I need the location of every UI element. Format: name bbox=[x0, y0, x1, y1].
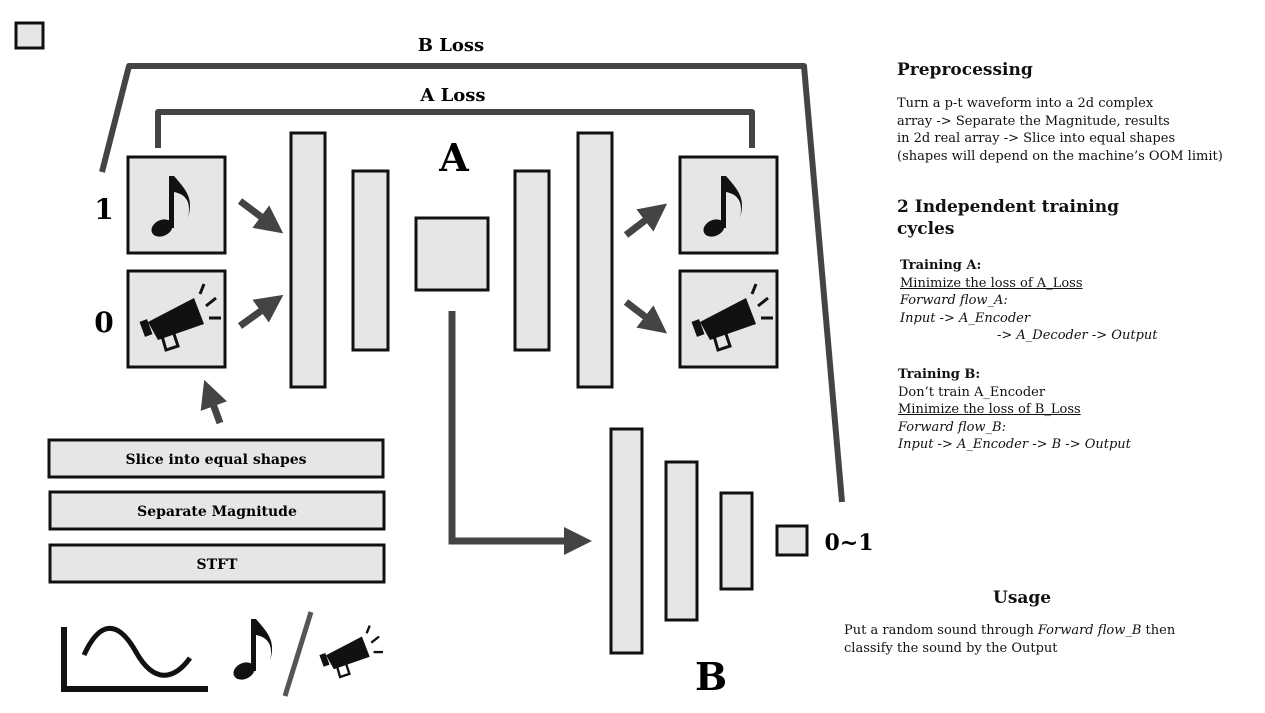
megaphone-icon bbox=[318, 624, 385, 679]
usage-line-1-post: then bbox=[1141, 623, 1176, 638]
b-loss-bracket bbox=[99, 63, 845, 503]
decoder-layer-2 bbox=[576, 131, 614, 389]
step-separate-label: Separate Magnitude bbox=[137, 504, 297, 520]
latent-box bbox=[414, 216, 490, 292]
preprocessing-heading: Preprocessing bbox=[897, 60, 1033, 80]
corner-box bbox=[14, 21, 45, 50]
step-stft-label: STFT bbox=[197, 557, 238, 573]
output-music-box bbox=[678, 155, 779, 255]
a-loss-label: A Loss bbox=[419, 85, 485, 106]
training-a-flow-line-2: -> A_Decoder -> Output bbox=[997, 328, 1158, 343]
music-note-icon bbox=[230, 619, 273, 683]
encoder-layer-1 bbox=[289, 131, 327, 389]
preprocessing-line-1: Turn a p-t waveform into a 2d complex bbox=[897, 96, 1154, 111]
usage-line-2: classify the sound by the Output bbox=[844, 640, 1058, 656]
arrow-steps-to-input bbox=[200, 379, 227, 425]
decoder-layer-1 bbox=[513, 169, 551, 352]
preprocessing-line-3: in 2d real array -> Slice into equal sha… bbox=[897, 131, 1176, 146]
training-b-block: Training B: Don’t train A_Encoder Minimi… bbox=[898, 366, 1258, 454]
divider-slash bbox=[282, 611, 314, 697]
arrow-music-to-encoder bbox=[237, 198, 284, 234]
usage-panel: Usage Put a random sound through Forward… bbox=[844, 588, 1244, 657]
training-panel: 2 Independent training cycles bbox=[897, 197, 1257, 239]
training-heading-line-2: cycles bbox=[897, 219, 955, 239]
output-range-label: 0~1 bbox=[824, 530, 873, 556]
step-slice-label: Slice into equal shapes bbox=[125, 452, 306, 468]
usage-heading: Usage bbox=[993, 588, 1052, 608]
b-loss-label: B Loss bbox=[418, 35, 484, 56]
preprocessing-line-4: (shapes will depend on the machine’s OOM… bbox=[897, 148, 1223, 164]
training-b-flow-line: Input -> A_Encoder -> B -> Output bbox=[898, 437, 1131, 452]
arrow-decoder-to-voice bbox=[623, 299, 668, 334]
usage-line-1-pre: Put a random sound through bbox=[844, 623, 1038, 638]
b-output-box bbox=[775, 524, 809, 557]
training-b-goal: Minimize the loss of B_Loss bbox=[898, 402, 1081, 417]
arrow-decoder-to-music bbox=[623, 203, 668, 238]
a-label: A bbox=[438, 135, 469, 180]
input-voice-box bbox=[126, 269, 227, 369]
step-stft: STFT bbox=[48, 543, 386, 584]
encoder-layer-2 bbox=[351, 169, 390, 352]
input-music-box bbox=[126, 155, 227, 255]
training-a-block: Training A: Minimize the loss of A_Loss … bbox=[900, 257, 1260, 345]
arrow-voice-to-encoder bbox=[237, 294, 284, 329]
training-b-note: Don’t train A_Encoder bbox=[898, 384, 1046, 400]
training-a-goal: Minimize the loss of A_Loss bbox=[900, 275, 1083, 291]
training-heading-line-1: 2 Independent training bbox=[897, 197, 1120, 217]
usage-line-1: Put a random sound through Forward flow_… bbox=[844, 622, 1244, 640]
step-slice: Slice into equal shapes bbox=[47, 438, 385, 479]
output-voice-box bbox=[678, 269, 779, 369]
arrow-latent-to-b bbox=[448, 311, 592, 555]
a-loss-bracket bbox=[155, 109, 755, 148]
waveform-icon bbox=[61, 625, 208, 692]
b-layer-2 bbox=[664, 460, 699, 622]
input-label-one: 1 bbox=[94, 193, 113, 226]
b-layer-3 bbox=[719, 491, 754, 591]
b-label: B bbox=[695, 654, 727, 699]
preprocessing-line-2: array -> Separate the Magnitude, results bbox=[897, 113, 1170, 129]
training-b-title: Training B: bbox=[898, 367, 981, 382]
b-layer-1 bbox=[609, 427, 644, 655]
training-a-flow-label: Forward flow_A: bbox=[900, 293, 1008, 308]
preprocessing-panel: Preprocessing Turn a p-t waveform into a… bbox=[897, 60, 1257, 165]
usage-line-1-em: Forward flow_B bbox=[1037, 623, 1142, 638]
training-a-flow-line-1: Input -> A_Encoder bbox=[900, 310, 1031, 326]
training-b-flow-label: Forward flow_B: bbox=[898, 419, 1006, 435]
step-separate: Separate Magnitude bbox=[48, 490, 386, 531]
training-a-title: Training A: bbox=[900, 258, 982, 273]
input-label-zero: 0 bbox=[94, 306, 113, 339]
